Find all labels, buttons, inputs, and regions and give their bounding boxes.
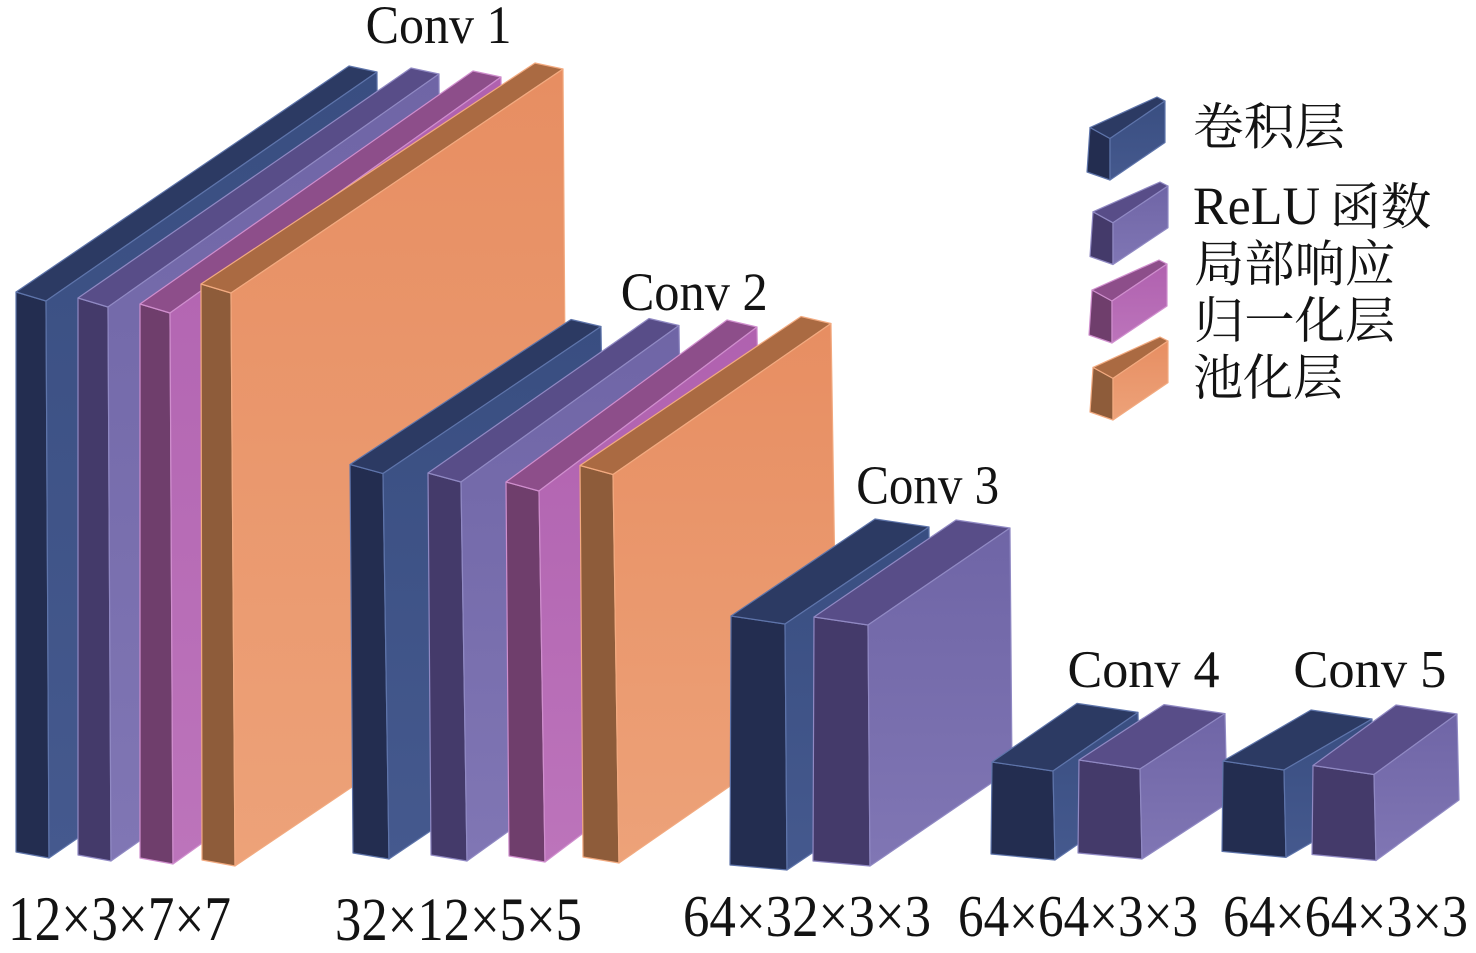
svg-text:Conv 2: Conv 2 xyxy=(621,262,768,322)
svg-text:64×64×3×3: 64×64×3×3 xyxy=(1223,883,1468,949)
svg-text:64×32×3×3: 64×32×3×3 xyxy=(683,883,931,949)
svg-text:12×3×7×7: 12×3×7×7 xyxy=(8,884,231,953)
svg-text:Conv 4: Conv 4 xyxy=(1068,641,1220,699)
svg-text:Conv 3: Conv 3 xyxy=(856,455,999,516)
svg-text:ReLU: ReLU xyxy=(1193,176,1320,236)
svg-text:Conv 5: Conv 5 xyxy=(1293,641,1446,699)
svg-text:64×64×3×3: 64×64×3×3 xyxy=(958,883,1198,949)
svg-text:32×12×5×5: 32×12×5×5 xyxy=(335,887,582,953)
svg-text:Conv 1: Conv 1 xyxy=(366,0,512,55)
